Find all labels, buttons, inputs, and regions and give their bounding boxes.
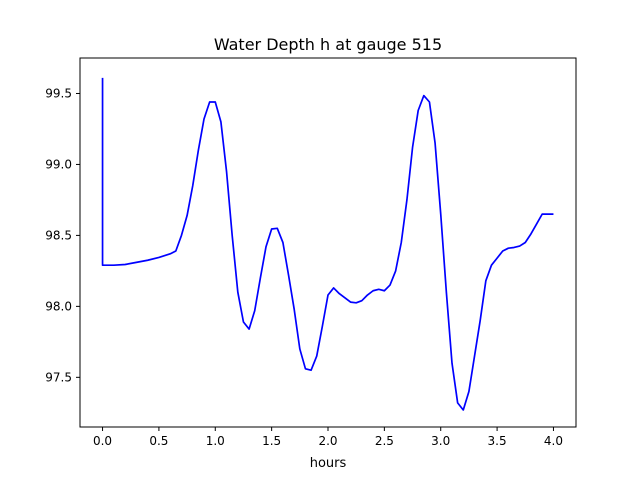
- x-tick-label: 1.0: [206, 434, 225, 448]
- x-tick-label: 2.5: [375, 434, 394, 448]
- x-tick-label: 0.0: [93, 434, 112, 448]
- series-line-0: [101, 77, 554, 411]
- x-tick-label: 1.5: [262, 434, 281, 448]
- x-axis: 0.0 0.5 1.0 1.5 2.0 2.5 3.0 3.5 4.0: [93, 427, 563, 448]
- y-tick-label: 97.5: [45, 370, 72, 384]
- x-tick-label: 3.5: [488, 434, 507, 448]
- x-tick-label: 4.0: [544, 434, 563, 448]
- y-tick-label: 99.5: [45, 86, 72, 100]
- plot-area: [101, 77, 554, 411]
- x-tick-label: 3.0: [431, 434, 450, 448]
- y-axis: 97.5 98.0 98.5 99.0 99.5: [45, 86, 80, 384]
- chart-title: Water Depth h at gauge 515: [214, 35, 442, 54]
- x-tick-label: 2.0: [318, 434, 337, 448]
- x-tick-label: 0.5: [149, 434, 168, 448]
- y-tick-label: 98.5: [45, 228, 72, 242]
- axes-frame: [79, 57, 577, 428]
- y-tick-label: 98.0: [45, 299, 72, 313]
- y-tick-label: 99.0: [45, 157, 72, 171]
- x-axis-label: hours: [310, 456, 347, 471]
